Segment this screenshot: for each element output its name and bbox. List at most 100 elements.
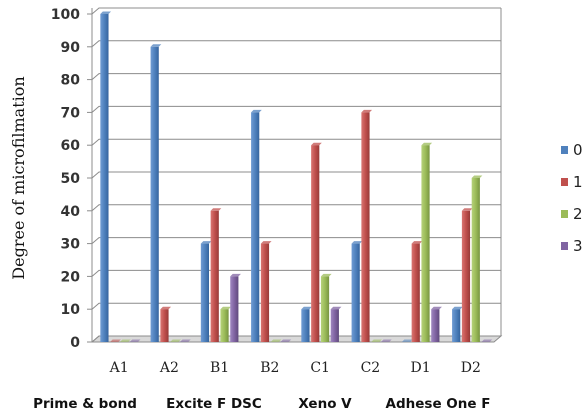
bar-D2-series-3 xyxy=(481,339,493,342)
bar-zero xyxy=(401,339,413,342)
bar-face xyxy=(301,309,310,342)
legend-label: 2 xyxy=(573,205,583,223)
y-tick-label: 90 xyxy=(61,40,81,56)
legend-label: 0 xyxy=(573,141,583,159)
legend-item-2: 2 xyxy=(561,205,583,223)
bar-top xyxy=(320,273,332,277)
bar-D2-series-1 xyxy=(461,208,473,342)
bar-D1-series-1 xyxy=(411,241,423,342)
y-tick-label: 80 xyxy=(61,73,81,89)
bar-A2-series-2 xyxy=(170,339,181,342)
bar-top xyxy=(160,306,172,310)
bar-top xyxy=(200,241,212,244)
bar-top xyxy=(351,241,363,244)
legend-label: 1 xyxy=(573,173,583,191)
bar-top xyxy=(431,306,442,310)
bar-top xyxy=(461,208,473,211)
bar-face xyxy=(330,309,339,342)
legend-swatch xyxy=(561,242,568,250)
bar-top xyxy=(251,109,262,113)
bar-face xyxy=(471,178,480,342)
group-label: Excite F DSC xyxy=(166,396,262,412)
bar-zero xyxy=(481,339,493,342)
bar-face xyxy=(421,145,430,342)
bar-D1-series-0 xyxy=(401,339,413,342)
bar-face xyxy=(220,309,229,342)
bar-face xyxy=(431,309,440,342)
bar-face xyxy=(150,46,159,343)
bar-face xyxy=(361,112,370,343)
x-tick-label: B1 xyxy=(210,360,229,376)
y-tick-label: 0 xyxy=(70,335,80,351)
bar-face xyxy=(260,243,270,342)
legend-swatch xyxy=(561,178,568,186)
bar-A1-series-0 xyxy=(100,11,112,342)
bar-top xyxy=(330,306,342,310)
bar-top xyxy=(100,11,112,14)
y-tick-label: 30 xyxy=(61,237,81,253)
bar-top xyxy=(361,109,373,113)
bar-C1-series-1 xyxy=(311,142,322,342)
y-tick-label: 60 xyxy=(61,138,81,154)
bar-C2-series-1 xyxy=(361,109,373,343)
bar-A1-series-1 xyxy=(110,339,121,342)
bar-zero xyxy=(179,339,191,342)
bar-top xyxy=(210,208,222,211)
y-tick-label: 70 xyxy=(61,105,81,121)
plot-area xyxy=(92,14,501,342)
x-axis-ticks: A1 A2 B1 B2 C1 C2 D1 D2 xyxy=(109,360,481,376)
bar-A2-series-3 xyxy=(179,339,191,342)
y-tick-label: 40 xyxy=(61,204,81,220)
y-tick-label: 20 xyxy=(61,269,81,285)
legend-item-3: 3 xyxy=(561,237,583,255)
bar-C2-series-3 xyxy=(380,339,392,342)
bar-face xyxy=(320,276,330,342)
bar-D1-series-3 xyxy=(431,306,442,342)
gridline xyxy=(91,40,501,48)
y-axis-ticks: 0 10 20 30 40 50 60 70 80 90 100 xyxy=(51,7,92,351)
group-labels: Prime & bond Excite F DSC Xeno V Adhese One… xyxy=(33,396,490,412)
bar-zero xyxy=(280,339,292,342)
bar-B1-series-0 xyxy=(200,241,212,342)
bar-face xyxy=(311,145,320,342)
x-tick-label: B2 xyxy=(260,360,279,376)
bar-top xyxy=(311,142,322,146)
x-tick-label: A1 xyxy=(109,360,129,376)
bar-face xyxy=(461,210,471,342)
legend: 0 1 2 3 xyxy=(561,141,583,255)
bar-top xyxy=(150,44,162,47)
legend-swatch xyxy=(561,210,568,218)
bar-zero xyxy=(119,339,131,342)
bar-top xyxy=(230,273,241,277)
bar-zero xyxy=(170,339,181,342)
bar-face xyxy=(351,243,360,342)
legend-item-1: 1 xyxy=(561,173,583,191)
y-tick-label: 10 xyxy=(61,302,81,318)
bar-A2-series-0 xyxy=(150,44,162,343)
bar-D2-series-2 xyxy=(471,175,483,342)
bar-D2-series-0 xyxy=(452,306,463,342)
legend-swatch xyxy=(561,146,568,154)
bar-B2-series-2 xyxy=(270,339,282,342)
bar-face xyxy=(210,210,219,342)
y-tick-label: 100 xyxy=(51,7,80,23)
bar-top xyxy=(471,175,483,178)
bar-C2-series-2 xyxy=(371,339,382,342)
group-label: Prime & bond xyxy=(33,396,137,412)
bar-top xyxy=(260,241,272,244)
bar-face xyxy=(251,112,260,343)
legend-item-0: 0 xyxy=(561,141,583,159)
bar-B1-series-3 xyxy=(230,273,241,342)
bar-zero xyxy=(270,339,282,342)
bar-D1-series-2 xyxy=(421,142,433,342)
bar-face xyxy=(200,243,210,342)
gridline xyxy=(91,7,501,15)
x-tick-label: C1 xyxy=(310,360,330,376)
group-label: Xeno V xyxy=(298,396,352,412)
x-tick-label: D2 xyxy=(461,360,481,376)
legend-label: 3 xyxy=(573,237,583,255)
gridline xyxy=(91,105,501,113)
x-tick-label: C2 xyxy=(361,360,381,376)
